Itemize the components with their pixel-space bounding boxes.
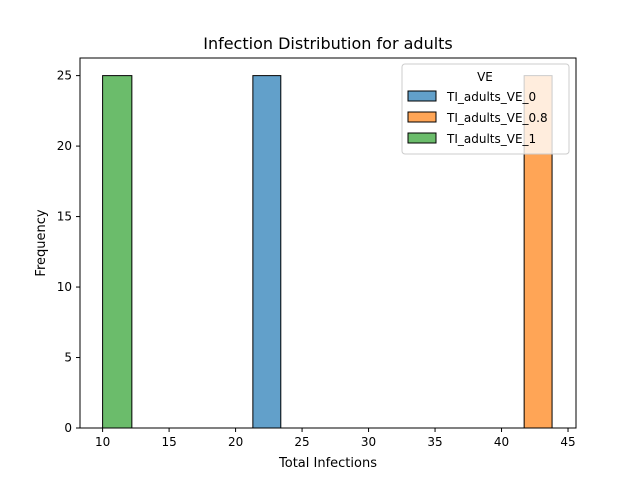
x-tick-label: 10 (95, 435, 110, 449)
y-axis-label: Frequency (34, 209, 49, 276)
x-axis-label: Total Infections (278, 456, 377, 471)
x-tick-label: 20 (228, 435, 243, 449)
legend-label: TI_adults_VE_0 (446, 90, 536, 104)
x-tick-label: 35 (427, 435, 442, 449)
x-tick-label: 30 (361, 435, 376, 449)
y-tick-label: 10 (57, 280, 72, 294)
y-tick-label: 15 (57, 210, 72, 224)
y-tick-label: 0 (64, 421, 72, 435)
x-axis-ticks: 10 15 20 25 30 35 40 45 (95, 428, 576, 449)
y-tick-label: 5 (64, 351, 72, 365)
bar-ti-adults-ve-0-0 (252, 75, 282, 429)
legend-label: TI_adults_VE_0.8 (446, 111, 548, 125)
y-tick-label: 25 (57, 69, 72, 83)
y-axis-ticks: 0 5 10 15 20 25 (57, 69, 80, 435)
plot-frame (79, 57, 577, 429)
legend-title: VE (477, 70, 493, 84)
bar-ti-adults-ve-1-0 (102, 75, 133, 429)
legend-frame (401, 63, 570, 155)
chart-title: Infection Distribution for adults (203, 34, 453, 53)
legend-label: TI_adults_VE_1 (446, 132, 536, 146)
legend-swatch (407, 132, 437, 144)
x-tick-label: 45 (560, 435, 575, 449)
legend-swatch (407, 111, 437, 123)
legend: VE TI_adults_VE_0TI_adults_VE_0.8TI_adul… (401, 63, 570, 155)
x-tick-label: 15 (161, 435, 176, 449)
legend-items: TI_adults_VE_0 TI_adults_VE_0.8 TI_adults_… (407, 90, 548, 146)
legend-swatch (407, 90, 437, 102)
x-tick-label: 25 (294, 435, 309, 449)
y-tick-label: 20 (57, 139, 72, 153)
x-tick-label: 40 (494, 435, 509, 449)
